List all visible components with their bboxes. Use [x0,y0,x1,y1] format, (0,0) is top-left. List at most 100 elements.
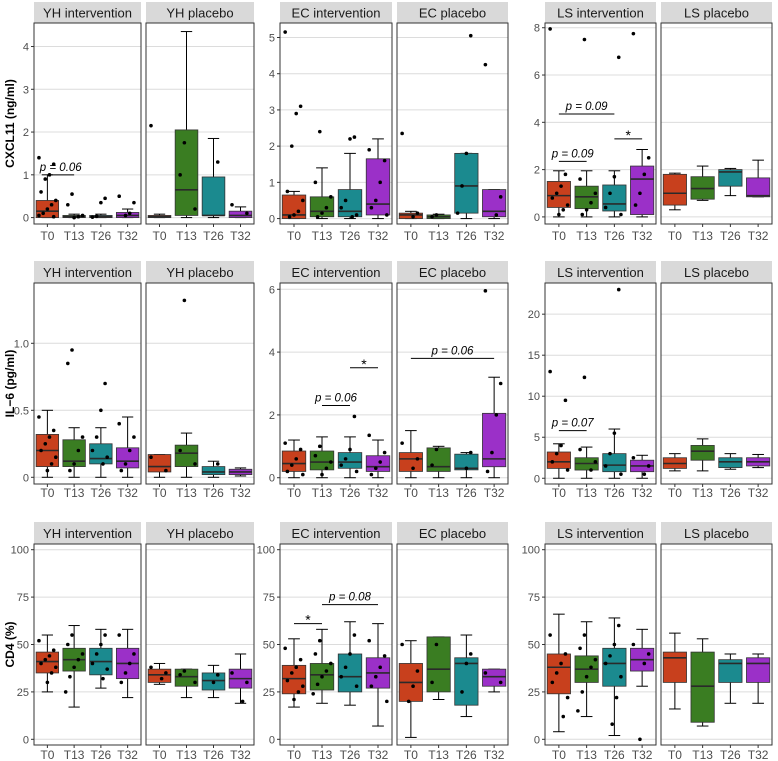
x-tick-label: T0 [404,486,418,500]
panel-border [660,282,773,485]
box-body [546,451,571,469]
data-point [70,192,74,196]
box-body [746,657,771,683]
box-body [602,453,627,473]
data-point [646,652,651,656]
panel-title: LS placebo [684,6,749,21]
panel-title: EC intervention [292,265,381,280]
panel-title: LS intervention [557,265,644,280]
data-point [76,448,81,453]
data-point [51,162,56,166]
panel-background [280,283,392,484]
data-point [315,214,320,219]
panel-title: YH placebo [166,265,233,280]
panel-title: YH placebo [166,6,233,21]
data-point [94,214,99,219]
y-tick-label: 0 [534,734,540,746]
panel: LS placebo T0 T13 T26 T32 [660,2,773,243]
panel-title: YH placebo [166,526,233,541]
box-t13 [426,445,451,479]
data-point [483,289,488,293]
data-point [301,684,305,689]
y-tick-label: 20 [528,309,540,321]
y-tick-label: 25 [263,687,275,699]
data-point [548,369,552,374]
panel-border [396,282,509,485]
data-point [103,381,107,386]
box-body [201,176,226,216]
box-t32 [630,628,655,742]
data-point [298,104,303,109]
y-tick-label: 10 [528,391,540,403]
data-point [298,657,303,662]
data-point [90,215,95,219]
data-point [642,661,647,666]
panel: LS placebo T0 T13 T26 T32 [660,522,773,761]
panel: LS intervention T0 T13 T26 T32 [544,522,657,761]
x-tick-label: T32 [484,486,505,500]
data-point [434,447,439,452]
data-point [348,652,352,656]
data-point [193,207,197,211]
panel-background [661,283,772,484]
data-point [550,680,555,685]
data-point [554,451,559,456]
box-body [546,653,571,695]
panel-strip [397,2,508,23]
box-t13 [574,375,599,479]
data-point [119,468,124,473]
box-t32 [746,159,771,198]
box-t13 [690,165,715,201]
data-point [565,203,570,207]
panel-title: EC placebo [419,265,486,280]
data-point [315,682,320,687]
panel-border [145,282,255,485]
data-point [350,214,355,219]
box-t0 [281,638,307,708]
data-point [561,714,566,719]
x-tick-label: T32 [484,748,505,761]
box-t0 [662,453,687,472]
panel-strip [146,522,254,544]
data-point [593,191,598,196]
box-t13 [174,298,199,478]
x-tick-label: T26 [604,486,625,500]
x-tick-label: T26 [604,229,625,243]
significance-bracket: p = 0.06 [314,392,358,406]
data-point [72,665,76,670]
box-t0 [398,131,423,220]
box-t13 [426,213,451,220]
data-point [132,435,136,439]
data-point [94,435,99,439]
box-t26 [337,135,363,220]
data-point [294,665,299,670]
data-point [367,147,371,152]
y-tick-label: 2 [23,127,29,139]
data-point [47,435,52,439]
box-t26 [454,450,479,479]
y-tick-label: 1.0 [14,338,29,350]
facet-row-3: CD4 (%) 0 25 50 75 100 YH intervention T0 T13 T26… [3,522,773,761]
box-body [690,445,715,461]
data-point [313,180,318,185]
data-point [320,211,324,215]
data-point [230,202,234,207]
x-tick-label: T0 [287,486,301,500]
data-point [51,214,56,219]
box-t32 [630,31,655,218]
box-body [454,657,479,706]
x-tick-label: T13 [692,486,713,500]
y-tick-label: 100 [257,545,275,557]
data-point [289,144,294,148]
x-tick-label: T32 [748,748,769,761]
data-point [215,160,220,164]
panel: EC intervention T0 T13 T26 T32 p = 0.06 * [279,261,393,500]
data-point [245,680,249,685]
panel-title: EC placebo [419,526,486,541]
data-point [164,468,168,473]
y-tick-label: 15 [528,350,540,362]
data-point [369,472,374,477]
data-point [548,27,552,31]
x-tick-label: T0 [552,486,566,500]
x-tick-label: T13 [312,229,333,243]
